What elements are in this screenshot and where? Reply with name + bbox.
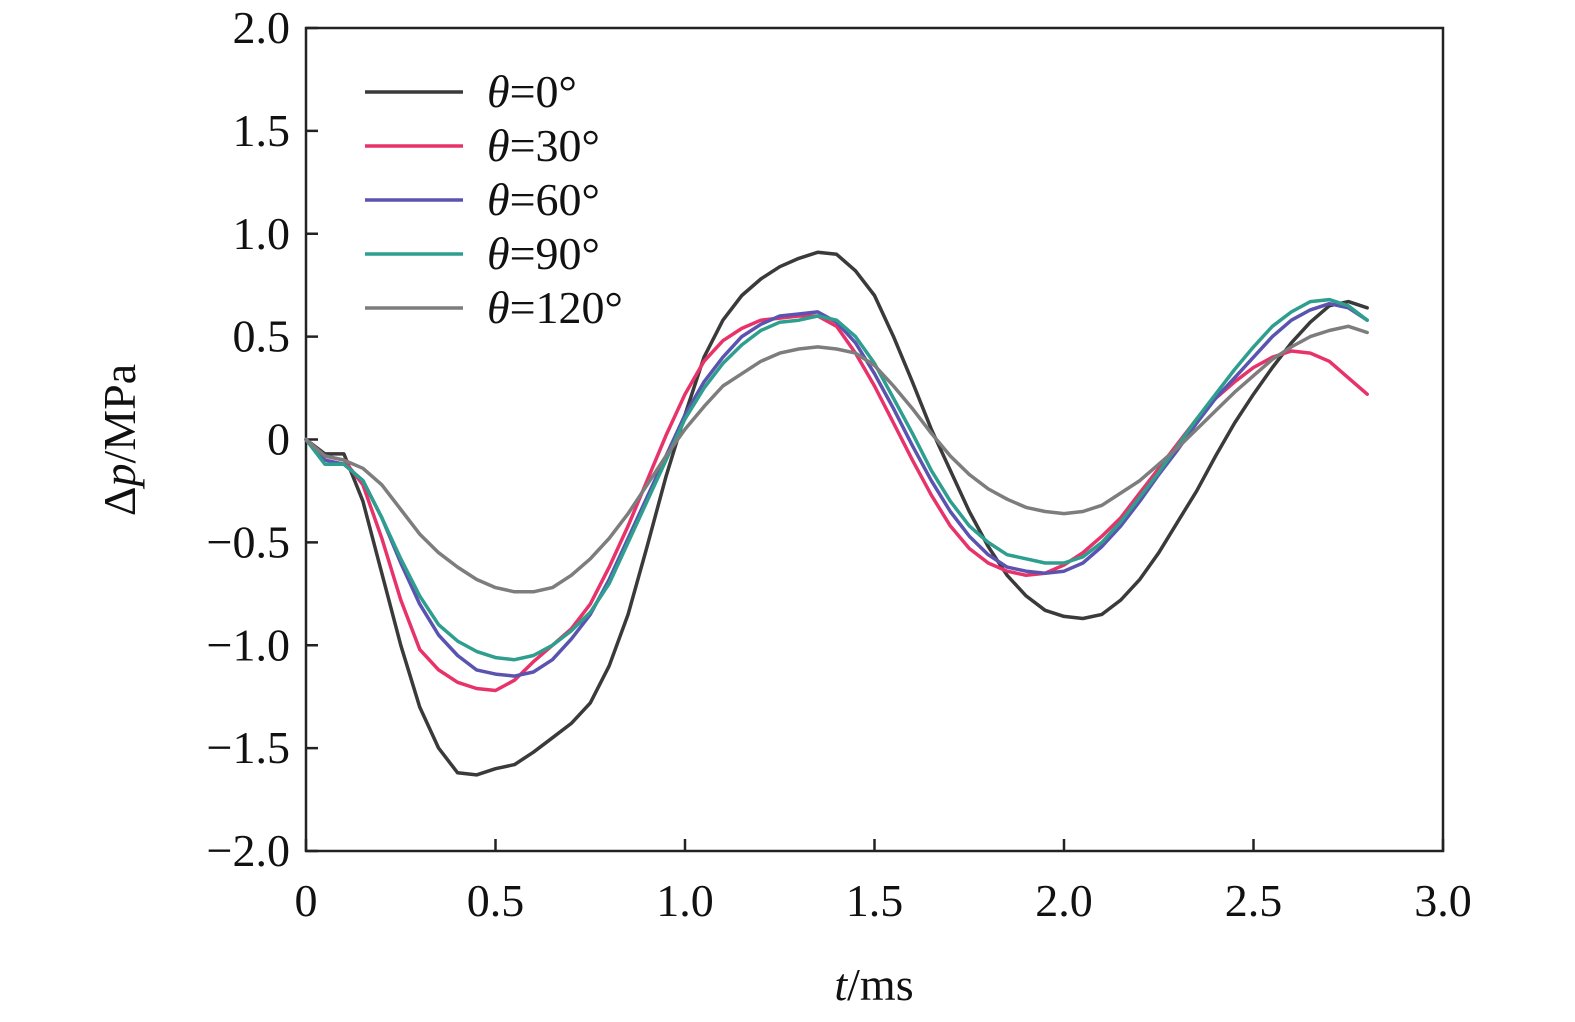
- x-tick-label: 3.0: [1414, 875, 1472, 926]
- y-axis-prefix: Δ: [94, 487, 145, 517]
- series-line-3: [304, 297, 1369, 662]
- x-axis-ticks: 0 0.5 1.0 1.5 2.0 2.5 3.0: [295, 839, 1472, 926]
- y-tick-label: −1.5: [207, 722, 290, 773]
- legend-value: =60°: [510, 174, 600, 225]
- legend-label-0: θ=0°: [487, 66, 577, 117]
- series-line-2: [304, 301, 1369, 678]
- y-tick-label: 0.5: [233, 311, 291, 362]
- y-tick-label: 2.0: [233, 2, 291, 53]
- x-axis-unit: /ms: [847, 959, 913, 1010]
- y-tick-label: 1.5: [233, 105, 291, 156]
- y-tick-label: 1.0: [233, 208, 291, 259]
- legend-value: =30°: [510, 120, 600, 171]
- x-tick-label: 1.0: [656, 875, 714, 926]
- y-axis-unit: /MPa: [94, 364, 145, 464]
- y-tick-label: −2.0: [207, 825, 290, 876]
- legend-var: θ: [487, 282, 510, 333]
- legend-value: =0°: [510, 66, 577, 117]
- plot-frame: [304, 26, 1445, 853]
- x-axis-title: t/ms: [834, 959, 913, 1010]
- series-lines: [304, 250, 1369, 777]
- y-tick-label: −1.0: [207, 619, 290, 670]
- series-line-1: [304, 314, 1369, 693]
- series-line-4: [304, 324, 1369, 594]
- y-axis-var: p: [94, 464, 145, 490]
- legend-value: =90°: [510, 228, 600, 279]
- x-tick-label: 2.0: [1035, 875, 1093, 926]
- legend-var: θ: [487, 66, 510, 117]
- legend-label-2: θ=60°: [487, 174, 600, 225]
- legend: θ=0°θ=30°θ=60°θ=90°θ=120°: [365, 66, 623, 333]
- series-line-0: [304, 250, 1369, 777]
- x-axis-var: t: [834, 959, 848, 1010]
- legend-label-4: θ=120°: [487, 282, 623, 333]
- y-axis-ticks: 2.0 1.5 1.0 0.5 0 −0.5 −1.0 −1.5 −2.0: [207, 2, 318, 876]
- y-tick-label: −0.5: [207, 516, 290, 567]
- legend-var: θ: [487, 228, 510, 279]
- x-tick-label: 0: [295, 875, 318, 926]
- y-axis-title: Δp/MPa: [94, 364, 145, 516]
- legend-value: =120°: [510, 282, 623, 333]
- legend-label-3: θ=90°: [487, 228, 600, 279]
- x-tick-label: 1.5: [846, 875, 904, 926]
- x-tick-label: 2.5: [1225, 875, 1283, 926]
- legend-var: θ: [487, 174, 510, 225]
- legend-var: θ: [487, 120, 510, 171]
- x-tick-label: 0.5: [467, 875, 525, 926]
- y-tick-label: 0: [267, 414, 290, 465]
- legend-label-1: θ=30°: [487, 120, 600, 171]
